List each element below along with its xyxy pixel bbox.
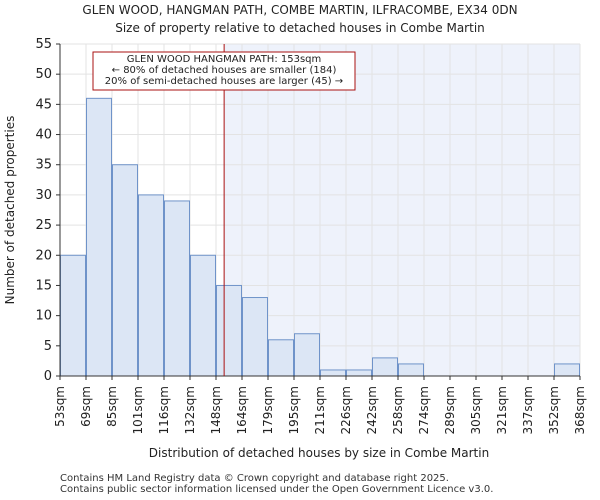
bar	[138, 194, 164, 377]
x-tick-label: 195sqm	[287, 386, 301, 434]
bar	[112, 164, 138, 377]
x-tick-label: 148sqm	[209, 386, 223, 434]
bar	[216, 284, 242, 377]
x-tick-label: 321sqm	[495, 386, 509, 434]
bar	[398, 363, 424, 377]
y-tick-label: 45	[35, 97, 52, 112]
x-tick-label: 258sqm	[391, 386, 405, 434]
y-tick-label: 30	[35, 188, 52, 203]
y-tick-label: 10	[35, 309, 52, 324]
x-tick-label: 132sqm	[183, 386, 197, 434]
y-tick-label: 5	[44, 339, 52, 354]
bar	[320, 369, 346, 377]
x-tick-label: 53sqm	[53, 386, 67, 427]
y-tick-label: 35	[35, 158, 52, 173]
x-tick-label: 352sqm	[547, 386, 561, 434]
bar	[164, 200, 190, 377]
y-tick-label: 25	[35, 218, 52, 233]
x-tick-label: 116sqm	[157, 386, 171, 434]
x-tick-label: 274sqm	[417, 386, 431, 434]
bar	[86, 97, 112, 377]
y-tick-label: 0	[44, 369, 52, 384]
x-tick-label: 305sqm	[469, 386, 483, 434]
y-tick-label: 40	[35, 128, 52, 143]
chart-title: GLEN WOOD, HANGMAN PATH, COMBE MARTIN, I…	[82, 3, 517, 17]
y-tick-label: 55	[35, 37, 52, 52]
bar	[294, 333, 320, 377]
bar	[60, 254, 86, 377]
annotation-text: 20% of semi-detached houses are larger (…	[105, 76, 343, 87]
bar	[372, 357, 398, 377]
y-tick-label: 15	[35, 278, 52, 293]
bar	[190, 254, 216, 377]
x-tick-label: 289sqm	[443, 386, 457, 434]
y-tick-label: 50	[35, 67, 52, 82]
x-axis-label: Distribution of detached houses by size …	[149, 446, 489, 460]
x-tick-label: 226sqm	[339, 386, 353, 434]
chart-subtitle: Size of property relative to detached ho…	[115, 21, 485, 35]
x-tick-label: 85sqm	[105, 386, 119, 427]
annotation-box	[92, 51, 356, 91]
x-tick-label: 101sqm	[131, 386, 145, 434]
x-tick-label: 69sqm	[79, 386, 93, 427]
y-axis-label: Number of detached properties	[3, 116, 17, 305]
footer-copyright: Contains HM Land Registry data © Crown c…	[60, 473, 449, 484]
bar	[242, 297, 268, 377]
y-tick-label: 20	[35, 248, 52, 263]
x-tick-label: 179sqm	[261, 386, 275, 434]
bar	[554, 363, 580, 377]
annotation-text: ← 80% of detached houses are smaller (18…	[112, 65, 337, 76]
x-tick-label: 337sqm	[521, 386, 535, 434]
highlight-region	[224, 44, 580, 376]
x-tick-label: 242sqm	[365, 386, 379, 434]
footer-licence: Contains public sector information licen…	[60, 484, 494, 495]
x-tick-label: 164sqm	[235, 386, 249, 434]
annotation-text: GLEN WOOD HANGMAN PATH: 153sqm	[127, 54, 322, 65]
plot-area: 0 5 10 15 20 25 30 35 40 45 50 55 53sqm 69sqm 85sqm 101…	[35, 37, 587, 434]
x-tick-label: 368sqm	[573, 386, 587, 434]
bar	[346, 369, 372, 377]
bar	[268, 339, 294, 377]
x-tick-label: 211sqm	[313, 386, 327, 434]
